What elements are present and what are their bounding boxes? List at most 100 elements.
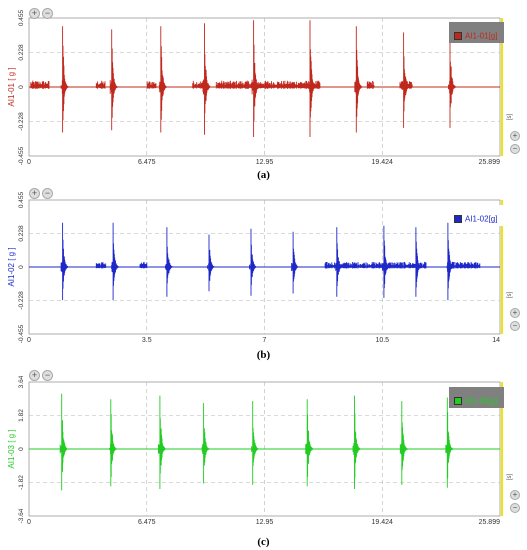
scroll-strip xyxy=(501,18,503,156)
caption: (b) xyxy=(256,349,271,361)
series-impact xyxy=(251,20,260,137)
y-tick-label: 0 xyxy=(18,447,25,451)
y-tick-label: -0.455 xyxy=(18,146,25,165)
zoom-out-button[interactable]: − xyxy=(510,144,520,154)
x-tick-label: 25.899 xyxy=(479,159,501,166)
series-impact xyxy=(111,222,119,301)
legend: AI1-02[g] xyxy=(449,205,504,226)
x-tick-label: 6.475 xyxy=(138,159,156,166)
series-impact xyxy=(401,32,410,128)
zoom-in-button[interactable]: + xyxy=(510,490,520,500)
zoom-in-button[interactable]: + xyxy=(29,188,40,199)
series-impact xyxy=(60,222,69,301)
y-tick-label: 0.455 xyxy=(18,9,25,26)
chart-panel-a: 0 6.475 12.95 19.424 25.899 0.455 0.228 0 -0.228… xyxy=(0,0,527,181)
x-tick-label: 19.424 xyxy=(372,519,394,526)
chart-c: 0 6.475 12.95 19.424 25.899 3.64 1.82 0 -1.82 -3.… xyxy=(7,375,503,526)
legend-label: AI1-02[g] xyxy=(465,214,498,224)
y-tick-label: -0.228 xyxy=(18,112,25,131)
series-impact xyxy=(305,399,313,487)
chart-b: 0 3.5 7 10.5 14 0.455 0.228 0 -0.228 -0.455 AI1-02… xyxy=(7,191,503,344)
series-impact xyxy=(448,32,456,128)
x-tick-label: 19.424 xyxy=(372,159,394,166)
x-tick-label: 14 xyxy=(492,337,500,344)
x-tick-label: 10.5 xyxy=(375,337,389,344)
caption: (c) xyxy=(257,536,270,548)
zoom-out-button[interactable]: − xyxy=(42,188,53,199)
series-impact xyxy=(157,395,166,489)
scroll-strip xyxy=(501,200,503,334)
series-impact xyxy=(109,29,118,131)
y-axis-label: AI1-01 [ g ] xyxy=(7,67,16,106)
series-impact xyxy=(202,23,211,135)
y-tick-label: 3.64 xyxy=(18,375,25,388)
y-tick-label: 0 xyxy=(18,85,25,89)
series-impact xyxy=(334,227,343,297)
scroll-strip xyxy=(501,382,503,516)
zoom-in-button[interactable]: + xyxy=(510,131,520,141)
chart-panel-b: 0 3.5 7 10.5 14 0.455 0.228 0 -0.228 -0.455 AI1-02… xyxy=(0,182,527,362)
series-impact xyxy=(207,234,215,292)
series-noise xyxy=(30,80,50,89)
series-impact xyxy=(158,26,167,133)
y-tick-label: -0.228 xyxy=(18,291,25,310)
y-tick-label: 0.228 xyxy=(18,225,25,242)
y-tick-label: -3.64 xyxy=(18,508,25,523)
x-unit-label: [s] xyxy=(507,113,514,121)
series-impact xyxy=(445,397,453,488)
x-tick-label: 25.899 xyxy=(479,519,501,526)
y-tick-label: 0 xyxy=(18,265,25,269)
zoom-in-button[interactable]: + xyxy=(29,370,40,381)
zoom-in-button[interactable]: + xyxy=(29,8,40,19)
series-impact xyxy=(445,222,454,301)
legend: AI1-01[g] xyxy=(449,22,504,43)
y-tick-label: 1.82 xyxy=(18,409,25,422)
y-tick-label: -0.455 xyxy=(18,324,25,343)
series-impact xyxy=(354,26,363,133)
series-impact xyxy=(60,26,69,133)
chart-panel-c: 0 6.475 12.95 19.424 25.899 3.64 1.82 0 -1.82 -3.… xyxy=(0,364,527,550)
series-noise xyxy=(146,81,157,89)
series-impact xyxy=(250,401,259,485)
series-3 xyxy=(29,393,500,491)
series-impact xyxy=(201,403,210,484)
zoom-out-button[interactable]: − xyxy=(510,503,520,513)
zoom-in-button[interactable]: + xyxy=(510,308,520,318)
series-impact xyxy=(308,20,316,137)
caption: (a) xyxy=(257,169,270,181)
legend-label: AI1-03[g] xyxy=(465,396,498,406)
zoom-out-button[interactable]: − xyxy=(42,370,53,381)
x-tick-label: 0 xyxy=(27,337,31,344)
x-tick-label: 6.475 xyxy=(138,519,156,526)
series-noise xyxy=(95,262,107,269)
series-impact xyxy=(399,401,408,485)
series-noise xyxy=(366,81,375,89)
series-impact xyxy=(413,227,422,297)
zoom-out-button[interactable]: − xyxy=(510,321,520,331)
series-impact xyxy=(291,231,299,294)
y-tick-label: 0.455 xyxy=(18,191,25,208)
y-tick-label: -1.82 xyxy=(18,475,25,490)
series-2 xyxy=(29,222,500,301)
x-tick-label: 0 xyxy=(27,519,31,526)
x-tick-label: 7 xyxy=(263,337,267,344)
series-impact xyxy=(381,225,390,298)
series-impact xyxy=(164,227,173,297)
series-impact xyxy=(249,228,257,296)
legend-label: AI1-01[g] xyxy=(465,31,498,41)
y-axis-label: AI1-03 [ g ] xyxy=(7,429,16,468)
series-impact xyxy=(108,399,117,487)
x-tick-label: 12.95 xyxy=(256,519,274,526)
x-tick-label: 3.5 xyxy=(142,337,152,344)
y-tick-label: 0.228 xyxy=(18,44,25,61)
series-impact xyxy=(352,395,361,489)
legend-swatch xyxy=(454,214,462,223)
x-tick-label: 0 xyxy=(27,159,31,166)
zoom-out-button[interactable]: − xyxy=(42,8,53,19)
x-unit-label: [s] xyxy=(507,291,514,299)
series-noise xyxy=(95,80,106,89)
legend-swatch xyxy=(454,31,462,40)
series-noise xyxy=(215,80,321,89)
series-1 xyxy=(29,20,500,137)
series-noise xyxy=(449,261,481,269)
